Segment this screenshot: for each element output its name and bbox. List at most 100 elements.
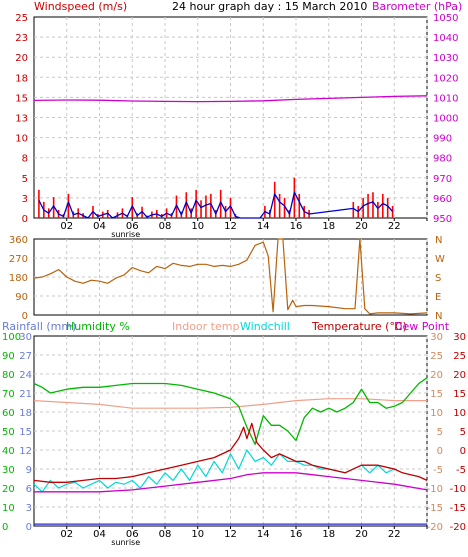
windspeed-y-tick-label: 0 (22, 214, 28, 225)
dew-point-line (34, 472, 428, 493)
temperature-y-tick-label: 20 (453, 370, 466, 381)
barometer-y-tick-label: 990 (433, 134, 452, 145)
bot-frame (33, 335, 428, 527)
barometer-y-tick-label: 1030 (433, 53, 458, 64)
direction-compass-tick-label: N (435, 311, 442, 322)
rainfall-y-tick-label: 27 (19, 351, 32, 362)
indoor-temp-y-tick-label: -10 (427, 484, 443, 495)
temperature-y-tick-label: -10 (450, 484, 466, 495)
indoor-temp-y-tick-label: -20 (427, 522, 443, 533)
humidity-y-tick-label: 20 (2, 484, 15, 495)
indoor-temp-y-tick-label: 15 (430, 389, 443, 400)
windchill-line (33, 449, 395, 493)
legend-indoor-temp: Indoor temp (172, 320, 239, 333)
temperature-y-tick-label: 25 (453, 351, 466, 362)
top-x-tick-label: 04 (93, 221, 106, 232)
humidity-line (33, 377, 428, 445)
humidity-y-tick-label: 60 (2, 408, 15, 419)
windspeed-y-tick-label: 20 (15, 53, 28, 64)
rainfall-y-tick-label: 30 (19, 332, 32, 343)
windspeed-line (38, 191, 394, 219)
rainfall-y-tick-label: 15 (19, 427, 32, 438)
barometer-y-tick-label: 1000 (433, 114, 458, 125)
windspeed-y-tick-label: 8 (22, 154, 28, 165)
direction-degree-tick-label: 360 (9, 235, 28, 246)
humidity-y-tick-label: 70 (2, 389, 15, 400)
bot-x-tick-label: 22 (388, 529, 401, 540)
indoor-temp-line (33, 398, 427, 409)
indoor-temp-y-tick-label: -15 (427, 503, 443, 514)
humidity-y-tick-label: 90 (2, 351, 15, 362)
direction-degree-tick-label: 270 (9, 254, 28, 265)
temperature-y-tick-label: -20 (450, 522, 466, 533)
bot-x-tick-label: 02 (60, 529, 73, 540)
temperature-y-tick-label: 0 (460, 446, 466, 457)
bot-x-tick-label: 10 (191, 529, 204, 540)
windspeed-y-tick-label: 23 (15, 33, 28, 44)
temperature-y-tick-label: 10 (453, 408, 466, 419)
rainfall-y-tick-label: 12 (19, 446, 32, 457)
barometer-y-tick-label: 1020 (433, 73, 458, 84)
bot-x-tick-label: 16 (290, 529, 303, 540)
temperature-y-tick-label: 5 (460, 427, 466, 438)
indoor-temp-y-tick-label: 0 (437, 446, 443, 457)
top-x-tick-label: 18 (322, 221, 335, 232)
humidity-y-tick-label: 100 (2, 332, 21, 343)
temperature-y-tick-label: -5 (456, 465, 466, 476)
top-x-tick-label: 20 (355, 221, 368, 232)
barometer-axis-title: Barometer (hPa) (372, 0, 462, 13)
top-sunrise-label: sunrise (111, 230, 140, 239)
barometer-y-tick-label: 1010 (433, 93, 458, 104)
legend-temperature: Temperature (°C) (311, 320, 407, 333)
bot-x-tick-label: 20 (355, 529, 368, 540)
indoor-temp-y-tick-label: 10 (430, 408, 443, 419)
barometer-y-tick-label: 960 (433, 194, 452, 205)
chart-title: 24 hour graph day : 15 March 2010 (172, 0, 367, 13)
temperature-humidity-chart: 0369121518212427300102030405060708090100… (2, 332, 466, 547)
humidity-y-tick-label: 10 (2, 503, 15, 514)
bot-x-tick-label: 04 (93, 529, 106, 540)
direction-compass-tick-label: E (435, 292, 441, 303)
humidity-y-tick-label: 0 (2, 522, 8, 533)
bot-x-tick-label: 08 (159, 529, 172, 540)
barometer-y-tick-label: 950 (433, 214, 452, 225)
humidity-y-tick-label: 30 (2, 465, 15, 476)
windspeed-y-tick-label: 5 (22, 174, 28, 185)
top-x-tick-label: 10 (191, 221, 204, 232)
indoor-temp-y-tick-label: -5 (433, 465, 443, 476)
temperature-y-tick-label: -15 (450, 503, 466, 514)
top-x-tick-label: 16 (290, 221, 303, 232)
windspeed-axis-title: Windspeed (m/s) (34, 0, 127, 13)
direction-compass-tick-label: S (435, 273, 441, 284)
windspeed-y-tick-label: 10 (15, 134, 28, 145)
windspeed-y-tick-label: 3 (22, 194, 28, 205)
wind-direction-line (33, 238, 428, 315)
wind-barometer-chart: 0358101315182023259509609709809901000101… (15, 13, 458, 239)
legend-dew-point: Dew Point (394, 320, 450, 333)
bottom-sunrise-label: sunrise (111, 538, 140, 547)
humidity-y-tick-label: 40 (2, 446, 15, 457)
temperature-line (33, 422, 428, 483)
indoor-temp-y-tick-label: 25 (430, 351, 443, 362)
windspeed-y-tick-label: 25 (15, 13, 28, 24)
direction-degree-tick-label: 0 (22, 311, 28, 322)
barometer-y-tick-label: 1040 (433, 33, 458, 44)
bot-x-tick-label: 18 (322, 529, 335, 540)
rainfall-y-tick-label: 6 (26, 484, 32, 495)
indoor-temp-y-tick-label: 30 (430, 332, 443, 343)
barometer-y-tick-label: 1050 (433, 13, 458, 24)
windspeed-y-tick-label: 18 (15, 73, 28, 84)
top-x-tick-label: 22 (388, 221, 401, 232)
rainfall-y-tick-label: 9 (26, 465, 32, 476)
bot-x-tick-label: 12 (224, 529, 237, 540)
top-x-tick-label: 06 (126, 221, 139, 232)
rainfall-y-tick-label: 3 (26, 503, 32, 514)
bot-x-tick-label: 14 (257, 529, 270, 540)
indoor-temp-y-tick-label: 5 (437, 427, 443, 438)
legend-windchill: Windchill (240, 320, 290, 333)
temperature-y-tick-label: 15 (453, 389, 466, 400)
rainfall-y-tick-label: 21 (19, 389, 32, 400)
direction-compass-tick-label: N (435, 235, 442, 246)
